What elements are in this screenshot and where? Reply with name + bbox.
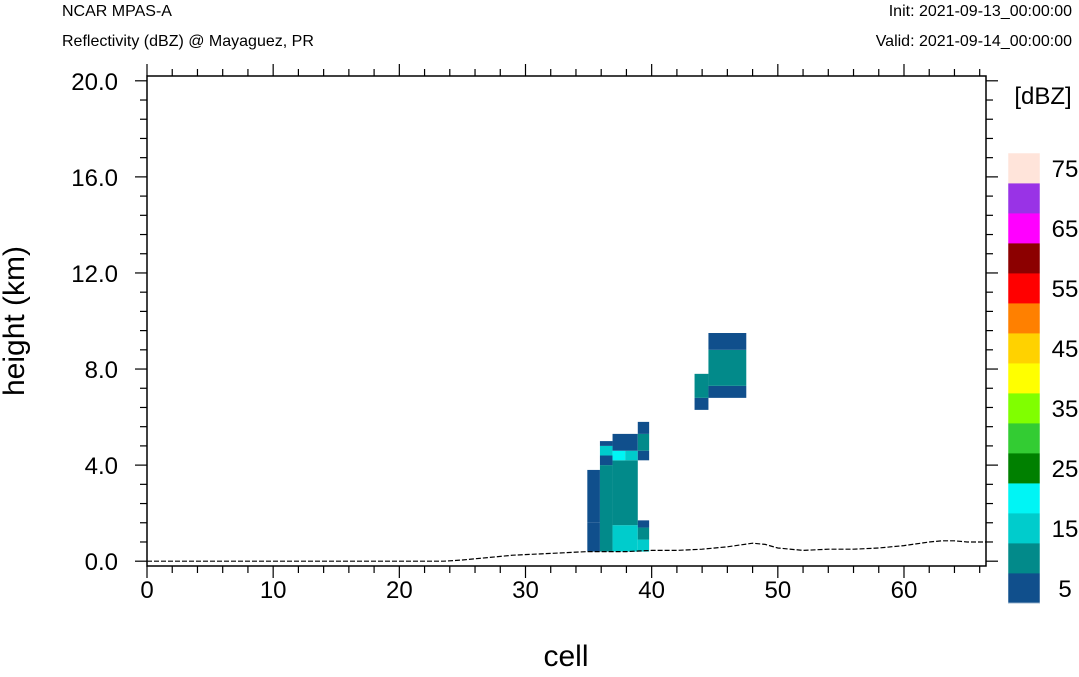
reflectivity-cell [625,450,638,461]
header-left-subtitle: Reflectivity (dBZ) @ Mayaguez, PR [62,33,314,50]
terrain-layer [147,540,986,562]
colorbar-swatch [1008,453,1040,484]
reflectivity-cell [637,539,650,552]
colorbar-swatch [1008,543,1040,574]
y-tick-label: 20.0 [71,69,118,96]
colorbar-swatch [1008,243,1040,274]
reflectivity-cell [637,527,650,540]
reflectivity-cell [637,520,650,528]
x-tick-label: 40 [638,577,665,604]
reflectivity-cell [694,373,709,398]
x-tick-label: 0 [140,577,153,604]
reflectivity-cell [708,349,747,386]
reflectivity-cell [708,333,747,350]
colorbar-swatch [1008,423,1040,454]
colorbar-swatch [1008,573,1040,604]
colorbar-labels: 5 15 25 35 45 55 65 75 [1052,156,1079,603]
header-init: Init: 2021-09-13_00:00:00 [889,3,1072,20]
header-valid: Valid: 2021-09-14_00:00:00 [876,33,1072,50]
x-tick-labels: 0 10 20 30 40 50 60 [140,577,917,604]
header-left-title: NCAR MPAS-A [62,3,172,20]
colorbar-label: 35 [1052,396,1079,423]
y-tick-label: 16.0 [71,165,118,192]
colorbar-label: 65 [1052,216,1079,243]
colorbar-label: 75 [1052,156,1079,183]
colorbar-swatch [1008,273,1040,304]
reflectivity-cell [599,441,613,446]
colorbar-swatch [1008,153,1040,184]
reflectivity-cell [587,469,600,523]
reflectivity-cell [599,445,613,456]
colorbar-swatch [1008,183,1040,214]
reflectivity-cell [637,433,650,451]
colorbar-swatch [1008,333,1040,364]
reflectivity-cell [694,397,709,410]
plot-frame [146,75,987,567]
axis-ticks [135,64,998,578]
y-tick-label: 0.0 [85,549,118,576]
reflectivity-cell [599,465,613,552]
colorbar-swatch [1008,213,1040,244]
y-tick-label: 8.0 [85,357,118,384]
colorbar-outline [1007,152,1041,604]
reflectivity-cell [599,455,613,466]
reflectivity-cell [612,460,638,526]
reflectivity-cell [612,433,638,451]
colorbar-swatch [1008,303,1040,334]
colorbar-units: [dBZ] [1014,83,1071,110]
colorbar-label: 15 [1052,516,1079,543]
colorbar-swatch [1008,363,1040,394]
x-tick-label: 60 [891,577,918,604]
colorbar-label: 55 [1052,276,1079,303]
y-tick-label: 12.0 [71,261,118,288]
x-tick-label: 50 [764,577,791,604]
colorbar-swatch [1008,393,1040,424]
x-tick-label: 30 [512,577,539,604]
terrain-line [147,540,986,562]
reflectivity-cell [587,522,600,552]
x-tick-label: 10 [260,577,287,604]
colorbar-label: 25 [1052,456,1079,483]
reflectivity-cells [587,333,747,552]
reflectivity-cell [637,450,650,461]
y-tick-labels: 0.0 4.0 8.0 12.0 16.0 20.0 [71,69,118,576]
x-tick-label: 20 [386,577,413,604]
reflectivity-cell [637,421,650,434]
y-tick-label: 4.0 [85,453,118,480]
reflectivity-cell [612,525,638,552]
colorbar-swatch [1008,483,1040,514]
x-axis-label: cell [543,640,588,673]
y-axis-label: height (km) [0,246,31,396]
colorbar-label: 5 [1058,576,1071,603]
colorbar-label: 45 [1052,336,1079,363]
reflectivity-cell [612,450,626,461]
colorbar [1007,152,1041,604]
reflectivity-cell [708,385,747,398]
colorbar-swatch [1008,513,1040,544]
